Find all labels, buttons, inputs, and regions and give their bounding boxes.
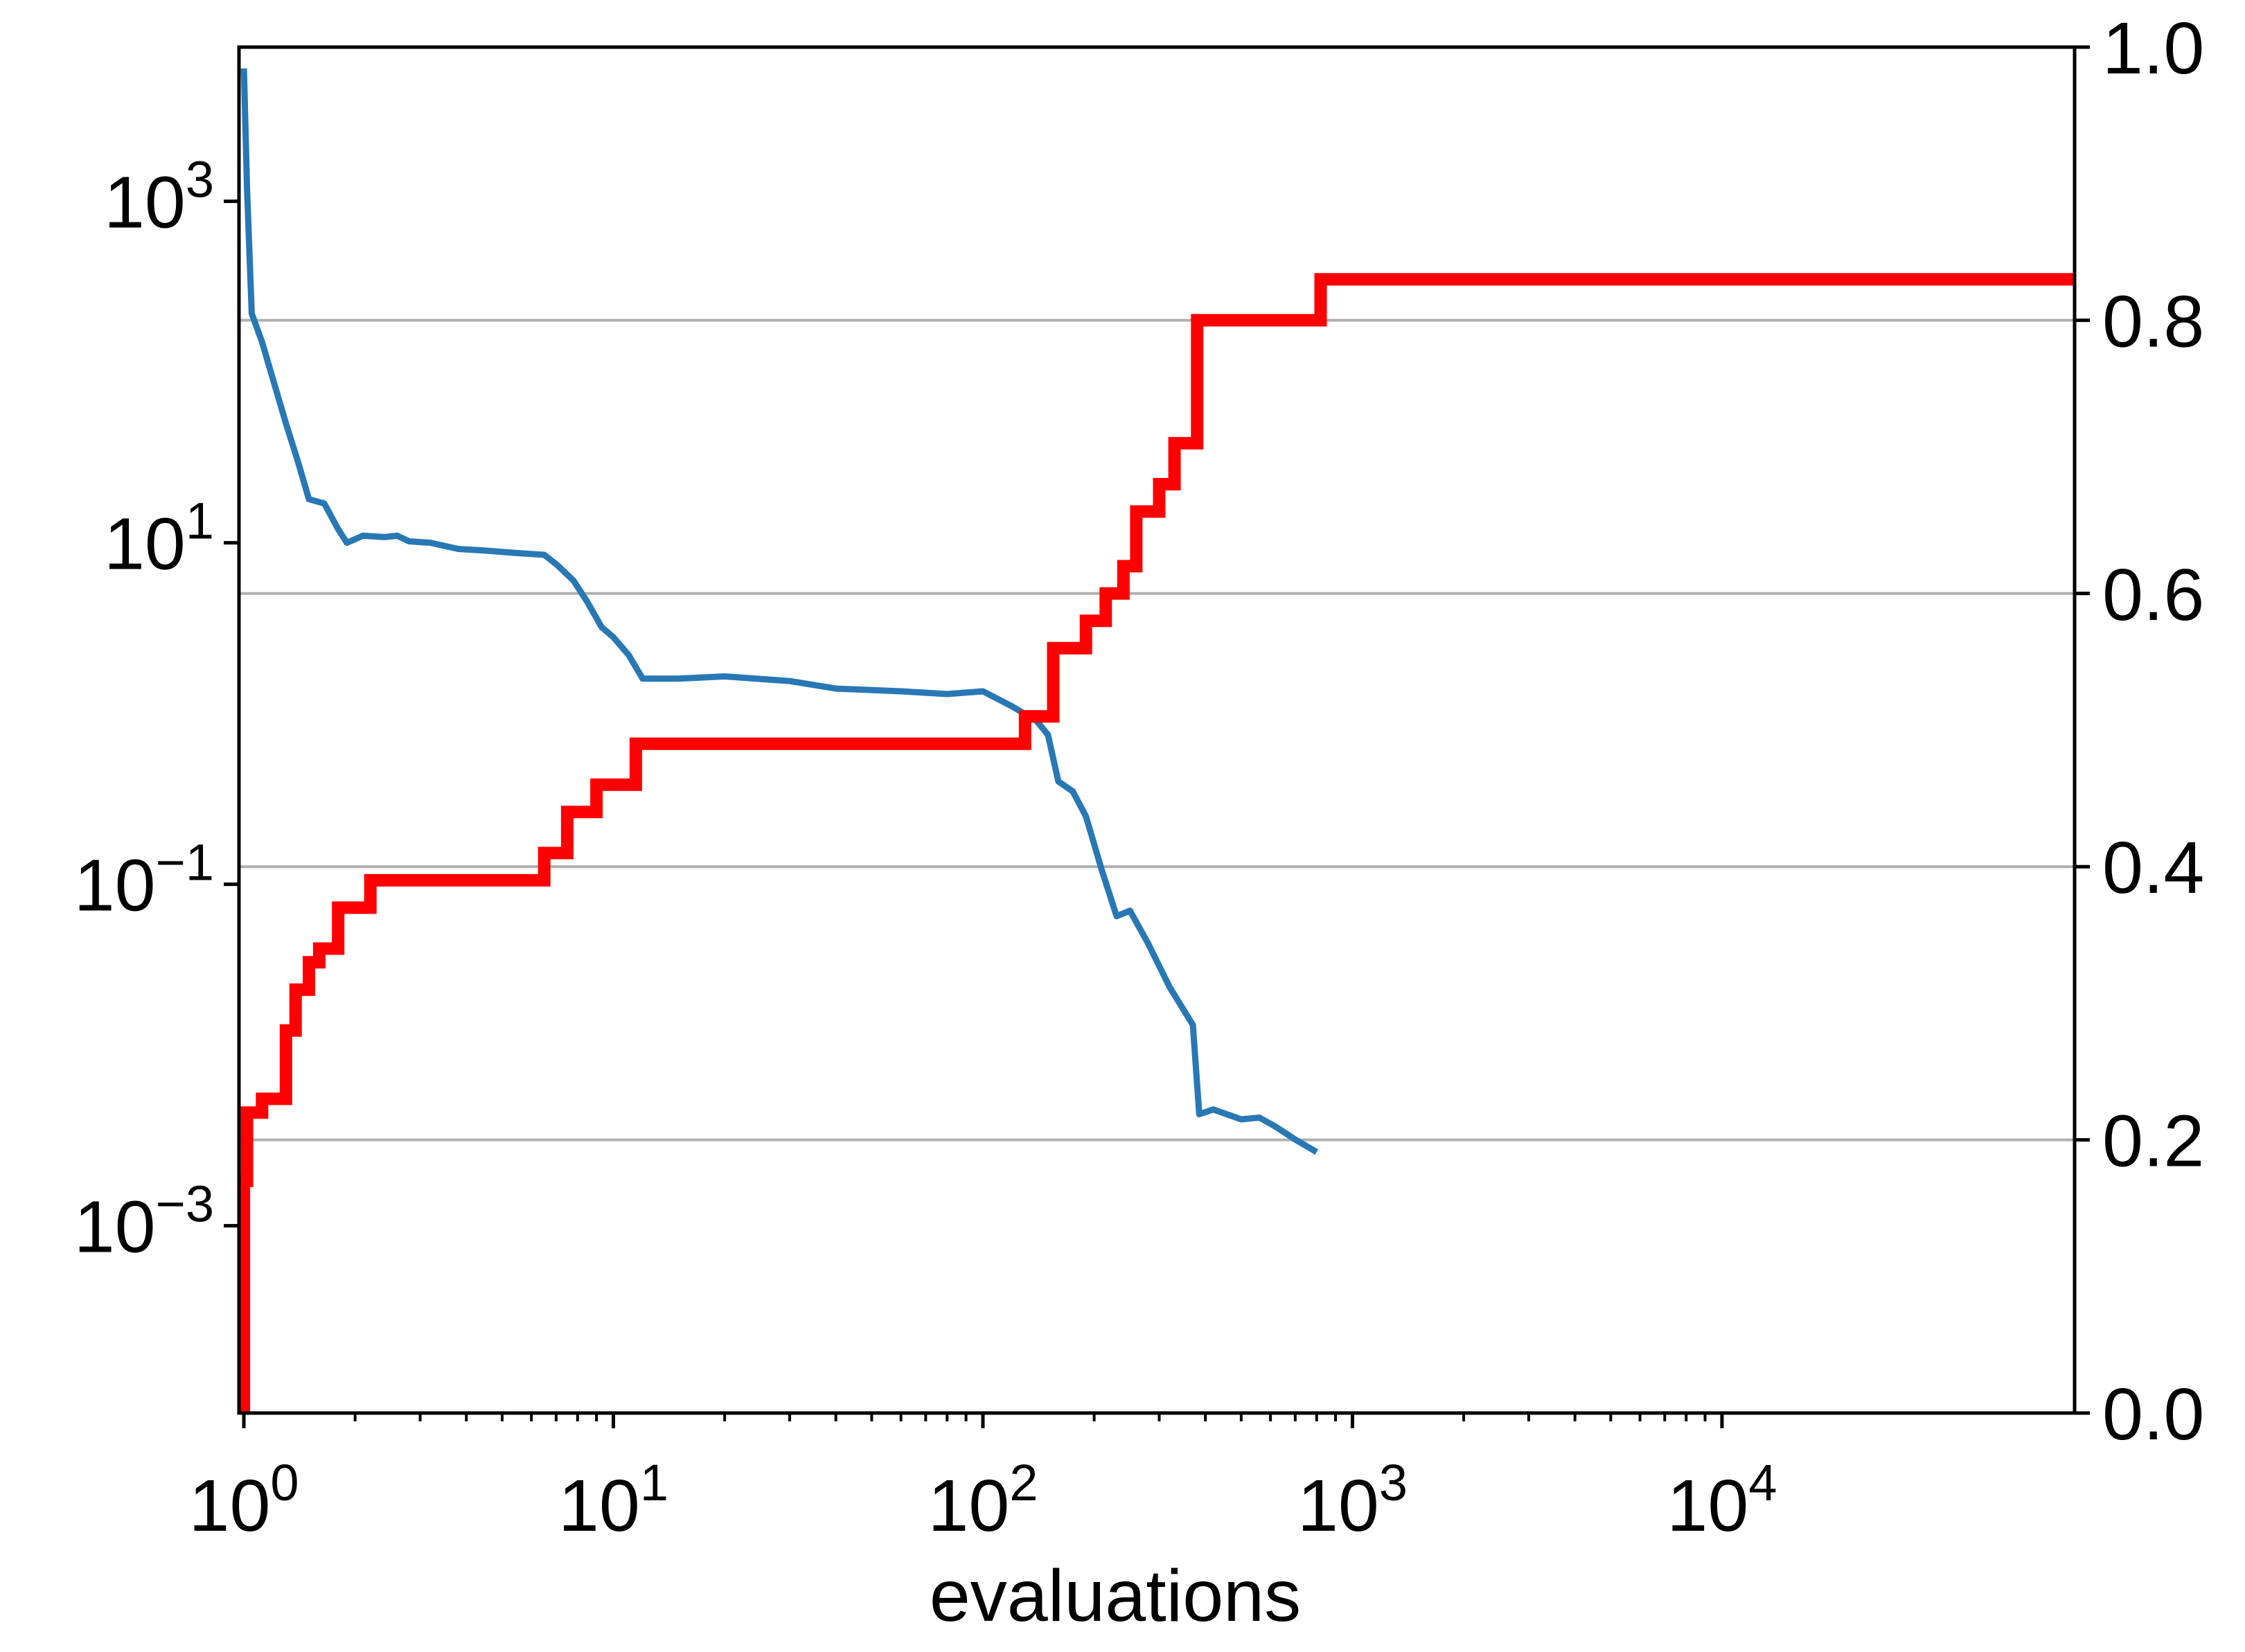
y-right-tick-label: 0.8 — [2102, 281, 2204, 362]
y-left-axis-ticks: 103 101 10−1 10−3 — [74, 151, 239, 1268]
plot-frame — [237, 45, 2077, 1415]
y-left-tick-label: 103 — [104, 151, 214, 244]
x-axis-label: evaluations — [930, 1555, 1301, 1637]
y-right-tick-label: 0.0 — [2102, 1374, 2204, 1455]
series-layer — [238, 68, 2075, 1413]
grid-lines — [239, 319, 2075, 1142]
series-line-red — [238, 273, 2075, 1413]
series-line-blue — [240, 68, 1319, 1155]
y-right-tick-label: 0.4 — [2102, 827, 2204, 909]
y-left-tick-label: 101 — [104, 492, 214, 585]
x-axis-ticks: 100 101 102 103 104 — [189, 1413, 1777, 1547]
y-left-tick-label: 10−3 — [74, 1175, 214, 1268]
x-tick-label: 101 — [558, 1454, 668, 1547]
y-right-tick-label: 0.6 — [2102, 554, 2204, 636]
x-tick-label: 102 — [928, 1454, 1038, 1547]
x-tick-label: 103 — [1297, 1454, 1408, 1547]
x-tick-label: 100 — [189, 1454, 299, 1547]
y-left-tick-label: 10−1 — [74, 834, 214, 927]
y-right-axis-ticks: 0.0 0.2 0.4 0.6 0.8 1.0 — [2075, 8, 2204, 1455]
y-right-tick-label: 1.0 — [2102, 8, 2204, 89]
y-right-tick-label: 0.2 — [2102, 1101, 2204, 1182]
x-tick-label: 104 — [1667, 1454, 1777, 1547]
